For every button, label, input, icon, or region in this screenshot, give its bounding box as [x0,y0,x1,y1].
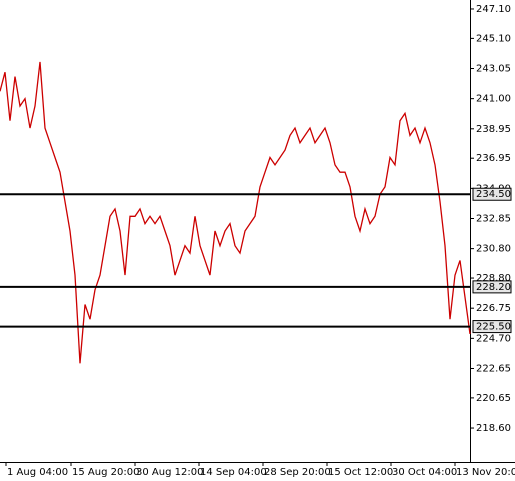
y-tick-label: 236.95 [476,153,511,164]
y-tick-label: 238.95 [476,124,511,135]
x-tick-label: 30 Aug 12:00 [136,467,203,478]
y-tick-label: 228.80 [476,273,511,284]
y-tick-label: 232.85 [476,214,511,225]
x-tick-label: 14 Sep 04:00 [200,467,267,478]
y-tick-label: 230.80 [476,244,511,255]
y-tick-label: 241.00 [476,94,511,105]
x-tick-label: 28 Sep 20:00 [264,467,331,478]
y-tick-label: 220.65 [476,393,511,404]
level-label: 234.50 [476,189,511,200]
x-tick-label: 13 Nov 20:00 [456,467,515,478]
level-label: 225.50 [476,322,511,333]
level-label-box [472,187,512,201]
x-tick-label: 15 Oct 12:00 [328,467,393,478]
y-tick-label: 222.65 [476,363,511,374]
y-tick-label: 243.05 [476,64,511,75]
y-tick-label: 247.10 [476,4,511,15]
y-tick-label: 245.10 [476,33,511,44]
y-tick-label: 218.60 [476,423,511,434]
price-line [0,61,471,364]
x-tick-label: 30 Oct 04:00 [392,467,457,478]
level-label: 228.20 [476,282,511,293]
y-tick-label: 226.75 [476,303,511,314]
y-tick-label: 224.70 [476,333,511,344]
level-label-box [472,280,512,294]
x-tick-label: 15 Aug 20:00 [72,467,139,478]
x-tick-label: 1 Aug 04:00 [7,467,68,478]
level-label-box [472,320,512,334]
